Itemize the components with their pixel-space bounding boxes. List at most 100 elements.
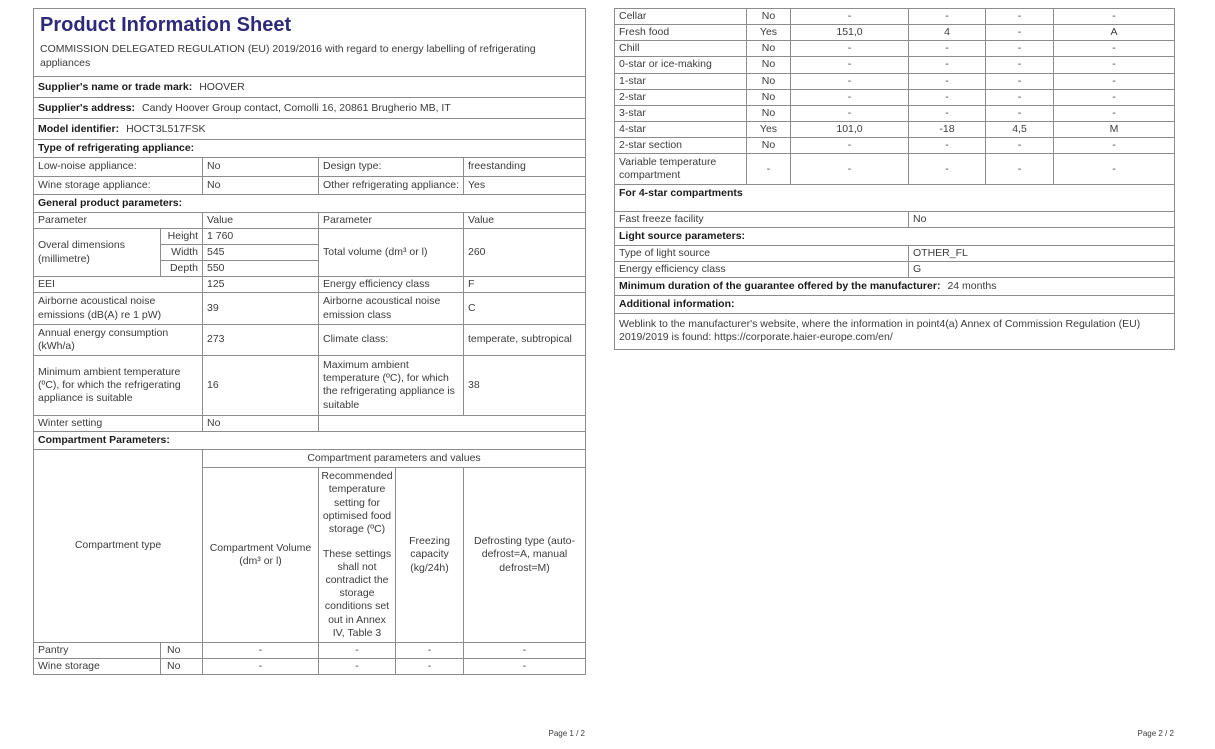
weblink-cell: Weblink to the manufacturer's website, w…	[614, 313, 1175, 351]
param-label: Winter setting	[33, 414, 203, 433]
type-section-header-row: Type of refrigerating appliance:	[32, 139, 587, 159]
param-label: Energy efficiency class	[318, 276, 464, 294]
param-value: 38	[462, 354, 587, 416]
page-1: Product Information Sheet COMMISSION DEL…	[32, 7, 587, 676]
compartment-defrost: -	[462, 641, 587, 659]
param-value: 273	[202, 323, 319, 356]
compartment-freezing: -	[985, 56, 1054, 74]
compartment-name: Wine storage	[33, 657, 161, 676]
general-section-header: General product parameters:	[32, 193, 587, 213]
param-label: Airborne acoustical noise emissions (dB(…	[33, 292, 203, 325]
supplier-address-cell: Supplier's address: Candy Hoover Group co…	[32, 97, 587, 120]
compartment-freezing: -	[985, 40, 1054, 58]
compartment-name: Chill	[614, 40, 747, 58]
compartment-defrost: M	[1053, 120, 1175, 139]
compartment-defrost: -	[1053, 136, 1175, 155]
additional-header: Additional information:	[614, 295, 1175, 315]
four-star-header-row: For 4-star compartments	[614, 184, 1175, 212]
param-value: Yes	[462, 175, 587, 195]
supplier-name-label: Supplier's name or trade mark:	[38, 80, 193, 93]
dimension-name: Width	[160, 244, 203, 262]
model-identifier-label: Model identifier:	[38, 122, 120, 135]
dimension-value: 1 760	[202, 227, 319, 246]
compartment-name: 2-star	[614, 88, 747, 106]
compartment-volume: 101,0	[790, 120, 909, 139]
compartment-present: Yes	[746, 24, 791, 42]
compartment-freezing: -	[985, 72, 1054, 90]
compartment-name: 3-star	[614, 104, 747, 122]
param-value: OTHER_FL	[908, 244, 1175, 262]
compartment-freezing: -	[985, 104, 1054, 122]
supplier-address-value: Candy Hoover Group contact, Comolli 16, …	[142, 101, 451, 114]
compartment-temp: -	[318, 657, 396, 676]
compartment-freezing: -	[395, 641, 464, 659]
compartment-row: Pantry No - - - -	[33, 641, 587, 659]
compartment-temp: -	[908, 72, 986, 90]
compartment-type-header: Compartment type	[33, 449, 203, 643]
four-star-header: For 4-star compartments	[614, 184, 1175, 212]
compartment-span-header: Compartment parameters and values	[201, 449, 587, 469]
temp-header-part2: These settings shall not contradict the …	[322, 547, 392, 639]
supplier-address-label: Supplier's address:	[38, 101, 136, 114]
compartment-row: 2-star No - - - -	[614, 88, 1175, 106]
param-header-row: Parameter Value Parameter Value	[33, 211, 587, 229]
compartment-present: -	[746, 153, 791, 186]
light-class-row: Energy efficiency class G	[614, 260, 1175, 279]
param-value: No	[202, 157, 319, 177]
compartment-defrost: -	[462, 657, 587, 676]
page1-table: Product Information Sheet COMMISSION DEL…	[32, 7, 587, 676]
guarantee-value: 24 months	[947, 280, 997, 292]
compartment-present: Yes	[746, 120, 791, 139]
compartment-temp: -	[908, 88, 986, 106]
title-row: Product Information Sheet COMMISSION DEL…	[32, 7, 587, 78]
compartment-volume: -	[202, 641, 319, 659]
page-title: Product Information Sheet	[40, 14, 292, 36]
page-2: Cellar No - - - - Fresh food Yes 151,0 4…	[614, 7, 1175, 351]
compartment-row: Variable temperature compartment - - - -…	[614, 153, 1175, 186]
compartment-volume: -	[790, 136, 909, 155]
compartment-row: 3-star No - - - -	[614, 104, 1175, 122]
param-label: Minimum ambient temperature (ºC), for wh…	[33, 354, 203, 416]
param-value: No	[202, 175, 319, 195]
compartment-temp: 4	[908, 24, 986, 42]
noise-row: Airborne acoustical noise emissions (dB(…	[33, 292, 587, 325]
compartment-volume: -	[790, 72, 909, 90]
compartment-volume: -	[790, 40, 909, 58]
compartment-freezing: -	[985, 24, 1054, 42]
fast-freeze-row: Fast freeze facility No	[614, 210, 1175, 228]
compartment-present: No	[746, 40, 791, 58]
param-label: Climate class:	[318, 323, 464, 356]
page1-footer: Page 1 / 2	[548, 729, 585, 738]
temp-header-part1: Recommended temperature setting for opti…	[321, 470, 393, 535]
type-row: Wine storage appliance: No Other refrige…	[33, 175, 587, 195]
compartment-column-header-row: Compartment Volume (dm³ or l) Recommende…	[34, 467, 587, 643]
compartment-freezing: -	[985, 153, 1054, 186]
compartment-temp: -	[908, 104, 986, 122]
param-value: freestanding	[462, 157, 587, 177]
empty-cell	[317, 414, 587, 433]
compartment-name: 2-star section	[614, 136, 747, 155]
compartment-temp: -	[908, 40, 986, 58]
compartment-freezing: 4,5	[985, 120, 1054, 139]
param-label: Fast freeze facility	[614, 210, 909, 228]
weblink-row: Weblink to the manufacturer's website, w…	[614, 313, 1175, 351]
model-identifier-cell: Model identifier: HOCT3L517FSK	[32, 118, 587, 141]
column-header: Value	[202, 211, 319, 229]
light-source-row: Type of light source OTHER_FL	[614, 244, 1175, 262]
compartment-freezing: -	[395, 657, 464, 676]
dimension-name: Height	[160, 227, 203, 246]
dimension-name: Depth	[160, 260, 203, 278]
regulation-subtitle: COMMISSION DELEGATED REGULATION (EU) 201…	[40, 43, 536, 69]
compartment-temp: -18	[908, 120, 986, 139]
compartment-volume: 151,0	[790, 24, 909, 42]
param-label: Design type:	[318, 157, 464, 177]
freezing-column-header: Freezing capacity (kg/24h)	[395, 467, 464, 643]
compartment-volume: -	[202, 657, 319, 676]
compartment-name: Fresh food	[614, 24, 747, 42]
param-value: No	[908, 210, 1175, 228]
param-value: No	[202, 414, 319, 433]
compartment-row: 2-star section No - - - -	[614, 136, 1175, 155]
compartment-temp: -	[318, 641, 396, 659]
type-section-header: Type of refrigerating appliance:	[32, 139, 587, 159]
compartment-defrost: -	[1053, 153, 1175, 186]
